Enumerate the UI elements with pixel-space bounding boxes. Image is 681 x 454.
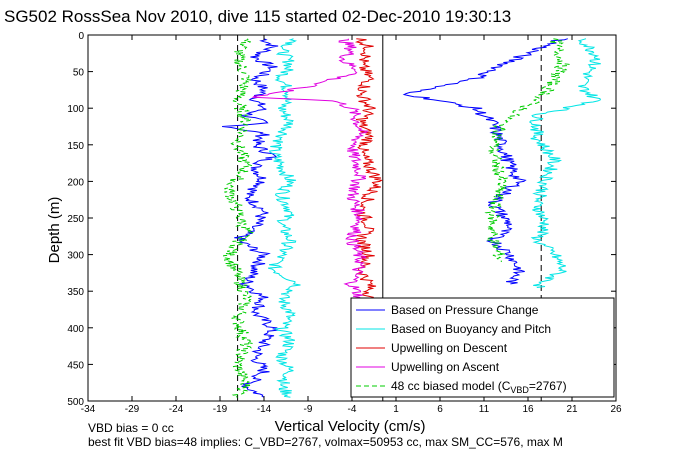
legend: Based on Pressure Change Based on Buoyanc… (350, 297, 615, 398)
y-tick-label: 0 (78, 31, 84, 42)
series-line (223, 38, 254, 398)
note-vbd-bias: VBD bias = 0 cc (88, 421, 174, 435)
y-tick-label: 350 (67, 287, 84, 298)
y-tick-label: 50 (73, 68, 85, 79)
x-tick-label: -29 (125, 404, 140, 415)
note-best-fit: best fit VBD bias=48 implies: C_VBD=2767… (88, 435, 563, 449)
legend-label: Upwelling on Ascent (391, 360, 500, 374)
x-tick-label: -19 (213, 404, 228, 415)
x-tick-label: -14 (257, 404, 272, 415)
series-line (353, 38, 383, 299)
x-tick-label: 16 (522, 404, 534, 415)
series-line (251, 38, 369, 299)
x-tick-label: -4 (348, 404, 357, 415)
x-tick-label: -9 (304, 404, 313, 415)
y-tick-label: 500 (67, 397, 84, 408)
legend-box (350, 297, 615, 398)
x-tick-label: 11 (479, 404, 490, 415)
x-axis-label: Vertical Velocity (cm/s) (275, 418, 426, 435)
plot-area (222, 35, 602, 401)
x-tick-label: 21 (566, 404, 578, 415)
y-tick-label: 300 (67, 251, 84, 262)
y-tick-label: 100 (67, 104, 84, 115)
legend-label: Based on Pressure Change (391, 303, 539, 317)
series-line (267, 38, 301, 398)
legend-label: Upwelling on Descent (391, 341, 508, 355)
axes: -34 -29 -24 -19 -14 -9 -4 1 6 11 16 21 2605010015020… (67, 31, 622, 415)
series-line (402, 38, 568, 285)
legend-label: Based on Buoyancy and Pitch (391, 322, 551, 336)
x-tick-label: 6 (437, 404, 443, 415)
chart-title: SG502 RossSea Nov 2010, dive 115 started… (4, 7, 511, 26)
y-tick-label: 150 (67, 141, 84, 152)
series-line (222, 38, 279, 398)
y-tick-label: 450 (67, 360, 84, 371)
legend-label: 48 cc biased model (CVBD=2767) (391, 379, 567, 395)
x-tick-label: 1 (393, 404, 399, 415)
x-tick-label: -34 (81, 404, 96, 415)
x-tick-label: 26 (610, 404, 622, 415)
y-tick-label: 200 (67, 177, 84, 188)
series-line (529, 38, 602, 288)
x-tick-label: -24 (169, 404, 184, 415)
series-line (484, 38, 571, 263)
y-tick-label: 400 (67, 324, 84, 335)
y-tick-label: 250 (67, 214, 84, 225)
y-axis-label: Depth (m) (46, 197, 63, 264)
